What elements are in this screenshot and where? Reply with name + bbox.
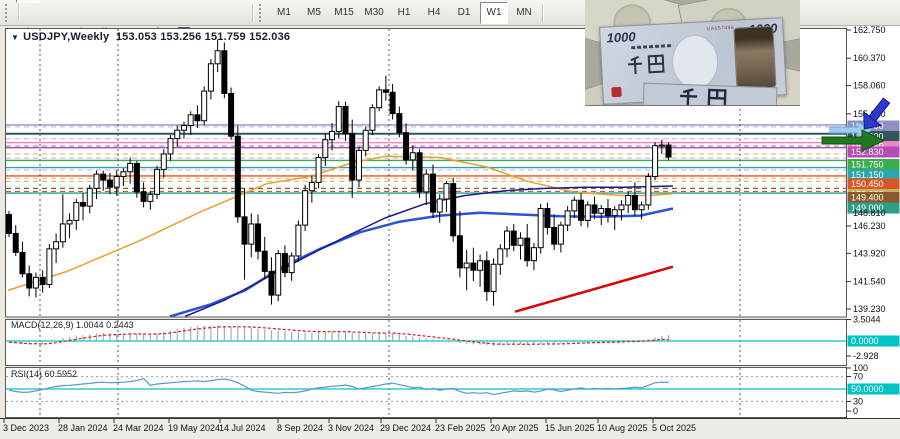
macd-content [6, 320, 846, 365]
serial-number: UA657496 [706, 24, 735, 33]
blue-down-arrow[interactable] [856, 94, 896, 136]
svg-text:29 Dec 2024: 29 Dec 2024 [380, 423, 431, 433]
crosshair-tool-icon[interactable]: + [42, 0, 66, 3]
green-right-arrow[interactable] [821, 129, 886, 152]
chart-canvas[interactable]: 162.750 160.370 158.060 155.680 146.230 143.9… [0, 26, 900, 439]
price-axis: 162.750 160.370 158.060 155.680 146.230 143.9… [846, 26, 900, 416]
chart-dropdown-icon[interactable]: ▼ [11, 33, 20, 42]
svg-text:150.450: 150.450 [851, 179, 884, 189]
macd-signal-line [8, 326, 669, 345]
svg-text:143.920: 143.920 [853, 248, 886, 258]
rsi-line [8, 377, 669, 396]
main-chart-content [6, 29, 846, 317]
svg-text:100: 100 [853, 363, 868, 373]
svg-text:23 Feb 2025: 23 Feb 2025 [435, 423, 486, 433]
chart-title: ▼ USDJPY,Weekly 153.053 153.256 151.759 1… [11, 31, 290, 43]
svg-text:160.370: 160.370 [853, 53, 886, 63]
svg-text:162.750: 162.750 [853, 26, 886, 35]
ma-orange [7, 155, 674, 292]
svg-text:141.540: 141.540 [853, 277, 886, 287]
timeframe-grip[interactable] [259, 3, 266, 22]
timeframe-mn-button[interactable]: MN [516, 7, 532, 18]
svg-text:20 Apr 2025: 20 Apr 2025 [490, 423, 539, 433]
svg-text:146.230: 146.230 [853, 221, 886, 231]
svg-text:28 Jan 2024: 28 Jan 2024 [58, 423, 108, 433]
yen-1000-note: 1000 1000 UA657496 [599, 17, 787, 105]
timeframe-m15-button[interactable]: M15 [334, 7, 354, 18]
time-axis-strip [0, 418, 900, 439]
rsi-value: 60.5952 [44, 369, 78, 379]
svg-text:3.5044: 3.5044 [853, 315, 881, 325]
svg-text:50.0000: 50.0000 [851, 384, 884, 394]
kanji-senyen [680, 88, 727, 105]
svg-text:30: 30 [853, 397, 863, 407]
svg-text:151.150: 151.150 [851, 170, 884, 180]
svg-text:14 Jul 2024: 14 Jul 2024 [219, 423, 266, 433]
svg-text:15 Jun 2025: 15 Jun 2025 [545, 423, 595, 433]
svg-text:0.0000: 0.0000 [851, 336, 879, 346]
svg-text:151.750: 151.750 [851, 160, 884, 170]
tool-group-separator [18, 3, 19, 22]
portrait [733, 25, 777, 90]
yen-note-partial [642, 82, 778, 105]
svg-text:-2.928: -2.928 [853, 351, 879, 361]
svg-text:158.060: 158.060 [853, 81, 886, 91]
issuer-text-strokes [631, 44, 674, 50]
rsi-content [6, 368, 846, 417]
svg-text:149.000: 149.000 [851, 203, 884, 213]
timeframe-h4-button[interactable]: H4 [427, 7, 441, 18]
ohlc-values: 153.053 153.256 151.759 152.036 [115, 31, 291, 43]
horizontal-level-lines [6, 124, 846, 194]
kanji-senyen [628, 54, 665, 75]
timeframe-w1-button[interactable]: W1 [480, 1, 508, 24]
timeframe-m1-button[interactable]: M1 [277, 7, 291, 18]
candlestick-series [6, 39, 672, 306]
timeframe-m30-button[interactable]: M30 [364, 7, 384, 18]
svg-text:19 May 2024: 19 May 2024 [168, 423, 220, 433]
svg-text:149.400: 149.400 [851, 193, 884, 203]
svg-text:148.810: 148.810 [853, 208, 886, 218]
svg-text:10 Aug 2025: 10 Aug 2025 [597, 423, 648, 433]
timeframe-m5-button[interactable]: M5 [307, 7, 321, 18]
toolbar-separator [252, 3, 253, 22]
svg-text:8 Sep 2024: 8 Sep 2024 [277, 423, 323, 433]
svg-text:5 Oct 2025: 5 Oct 2025 [652, 423, 696, 433]
symbol-name: USDJPY,Weekly [23, 31, 110, 43]
svg-text:3 Nov 2024: 3 Nov 2024 [328, 423, 374, 433]
svg-text:152.830: 152.830 [851, 147, 884, 157]
svg-text:155.680: 155.680 [853, 109, 886, 119]
macd-title: MACD(12,26,9) 1.0044 0.2443 [11, 320, 134, 330]
toolbar-grip[interactable] [5, 3, 12, 22]
cursor-tool-icon[interactable]: ➤ [16, 0, 40, 4]
svg-text:24 Mar 2024: 24 Mar 2024 [113, 423, 164, 433]
watermark-oval [670, 33, 720, 91]
svg-text:70: 70 [853, 372, 863, 382]
denomination-1000: 1000 [606, 28, 636, 46]
macd-value: 1.0044 [76, 320, 104, 330]
svg-text:3 Dec 2023: 3 Dec 2023 [3, 423, 49, 433]
red-seal [611, 86, 622, 98]
red-trendline [514, 265, 674, 313]
toolbar-separator-2 [542, 3, 543, 22]
macd-panel [5, 319, 847, 366]
rsi-panel [5, 367, 847, 418]
svg-text:139.230: 139.230 [853, 304, 886, 314]
timeframe-d1-button[interactable]: D1 [457, 7, 471, 18]
time-axis: 3 Dec 2023 28 Jan 2024 24 Mar 2024 19 May 2… [3, 419, 696, 433]
macd-signal-value: 0.2443 [106, 320, 134, 330]
yen-banknote-photo: 1000 1000 UA657496 [585, 0, 800, 106]
timeframe-h1-button[interactable]: H1 [397, 7, 411, 18]
svg-text:0: 0 [853, 406, 858, 416]
rsi-title: RSI(14) 60.5952 [11, 369, 78, 379]
